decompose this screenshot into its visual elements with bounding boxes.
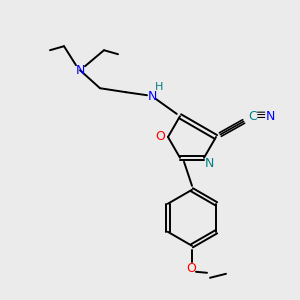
Text: O: O bbox=[155, 130, 165, 143]
Text: N: N bbox=[75, 64, 85, 77]
Text: O: O bbox=[186, 262, 196, 275]
Text: C: C bbox=[249, 110, 257, 122]
Text: H: H bbox=[155, 82, 163, 92]
Text: N: N bbox=[265, 110, 275, 122]
Text: N: N bbox=[204, 157, 214, 170]
Text: N: N bbox=[147, 90, 157, 103]
Text: ≡: ≡ bbox=[256, 110, 266, 122]
